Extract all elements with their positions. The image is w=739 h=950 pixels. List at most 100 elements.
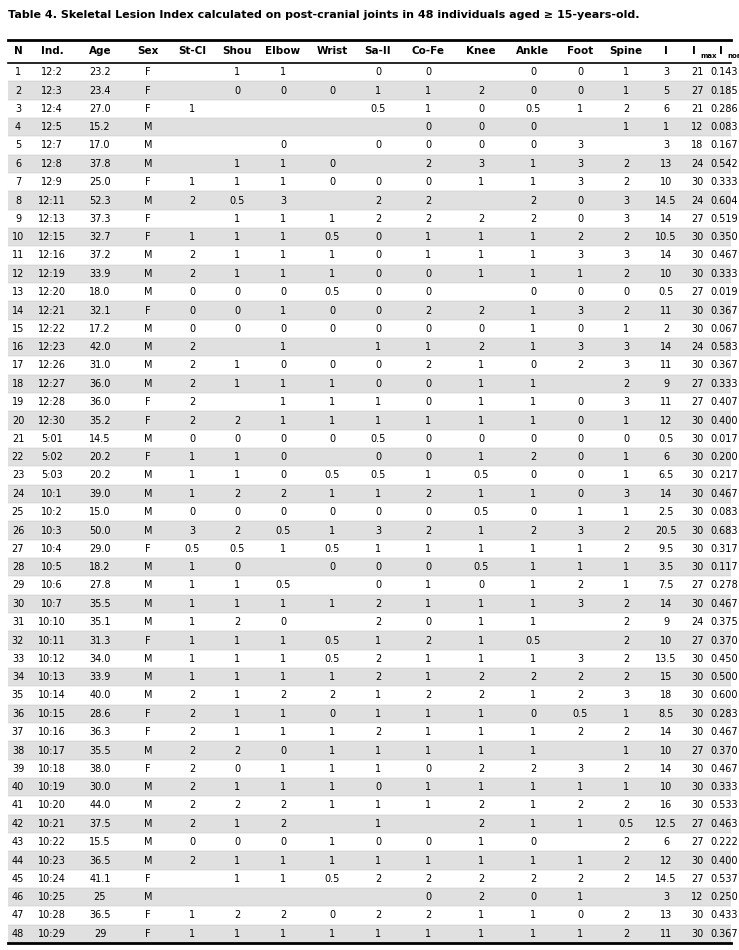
Text: 0.450: 0.450 (710, 654, 738, 664)
Text: 2: 2 (577, 360, 583, 370)
Text: 0: 0 (577, 910, 583, 921)
Text: 0: 0 (577, 489, 583, 499)
Text: 39: 39 (12, 764, 24, 774)
Text: F: F (145, 910, 151, 921)
Text: 1: 1 (623, 562, 629, 572)
Text: 1: 1 (375, 489, 381, 499)
Text: 0: 0 (530, 434, 536, 444)
Text: 0.500: 0.500 (710, 673, 738, 682)
Text: 2: 2 (425, 360, 431, 370)
Text: 0.533: 0.533 (710, 801, 738, 810)
Text: 1: 1 (530, 691, 536, 700)
Text: Sa-II: Sa-II (364, 47, 392, 56)
Text: 0: 0 (530, 470, 536, 481)
Text: 2: 2 (425, 636, 431, 645)
Text: 1: 1 (530, 232, 536, 242)
Bar (8, 374, 731, 393)
Text: 0.5: 0.5 (619, 819, 633, 828)
Text: 52.3: 52.3 (89, 196, 111, 205)
Text: 2: 2 (425, 306, 431, 315)
Text: 3: 3 (623, 214, 629, 224)
Text: 1: 1 (478, 636, 484, 645)
Text: 1: 1 (189, 232, 195, 242)
Text: 1: 1 (234, 580, 240, 591)
Text: 2: 2 (623, 269, 629, 279)
Text: 12:13: 12:13 (38, 214, 66, 224)
Text: 1: 1 (234, 929, 240, 939)
Text: F: F (145, 214, 151, 224)
Text: Co-Fe: Co-Fe (412, 47, 444, 56)
Text: 0: 0 (577, 452, 583, 462)
Text: 12: 12 (691, 892, 704, 902)
Text: 2: 2 (623, 910, 629, 921)
Text: 15: 15 (12, 324, 24, 333)
Text: 0.463: 0.463 (710, 819, 738, 828)
Text: 2: 2 (623, 874, 629, 884)
Text: 1: 1 (189, 910, 195, 921)
Text: 0.250: 0.250 (710, 892, 738, 902)
Text: 3: 3 (577, 654, 583, 664)
Text: 18.0: 18.0 (89, 287, 111, 297)
Text: M: M (144, 856, 152, 865)
Text: 0: 0 (375, 67, 381, 77)
Text: 29: 29 (12, 580, 24, 591)
Text: 1: 1 (280, 874, 286, 884)
Text: F: F (145, 232, 151, 242)
Text: 6: 6 (663, 104, 669, 114)
Text: 30: 30 (691, 910, 703, 921)
Text: 1: 1 (234, 874, 240, 884)
Text: F: F (145, 306, 151, 315)
Text: 14.5: 14.5 (655, 874, 677, 884)
Text: M: M (144, 525, 152, 536)
Text: 0: 0 (280, 324, 286, 333)
Text: 6.5: 6.5 (658, 470, 674, 481)
Text: 0: 0 (577, 324, 583, 333)
Text: Spine: Spine (610, 47, 643, 56)
Text: 1: 1 (329, 379, 335, 389)
Text: 1: 1 (329, 746, 335, 755)
Text: 27: 27 (691, 874, 704, 884)
Text: 35: 35 (12, 691, 24, 700)
Text: 0.5: 0.5 (324, 470, 340, 481)
Text: 1: 1 (530, 379, 536, 389)
Text: 0: 0 (375, 141, 381, 150)
Text: 0: 0 (425, 123, 431, 132)
Text: 2: 2 (478, 801, 484, 810)
Text: 12:7: 12:7 (41, 141, 63, 150)
Text: 1: 1 (375, 709, 381, 719)
Text: 10: 10 (660, 269, 672, 279)
Text: 0.375: 0.375 (710, 618, 738, 627)
Text: 2: 2 (425, 910, 431, 921)
Text: 0.370: 0.370 (710, 746, 738, 755)
Text: 18: 18 (691, 141, 703, 150)
Text: 0: 0 (375, 507, 381, 517)
Text: 1: 1 (478, 598, 484, 609)
Text: 0: 0 (189, 287, 195, 297)
Text: 10: 10 (660, 746, 672, 755)
Text: 1: 1 (623, 782, 629, 792)
Text: 0: 0 (280, 141, 286, 150)
Text: 30: 30 (691, 360, 703, 370)
Text: 1: 1 (530, 856, 536, 865)
Text: 10:15: 10:15 (38, 709, 66, 719)
Text: 27: 27 (691, 287, 704, 297)
Text: 1: 1 (280, 306, 286, 315)
Text: 1: 1 (329, 673, 335, 682)
Text: 12:4: 12:4 (41, 104, 63, 114)
Text: 0: 0 (478, 324, 484, 333)
Text: 10:5: 10:5 (41, 562, 63, 572)
Text: 2: 2 (623, 673, 629, 682)
Text: 1: 1 (530, 746, 536, 755)
Text: 0.5: 0.5 (324, 654, 340, 664)
Text: F: F (145, 67, 151, 77)
Bar (8, 522, 731, 540)
Text: 2: 2 (623, 929, 629, 939)
Text: 3: 3 (623, 251, 629, 260)
Text: 2: 2 (623, 543, 629, 554)
Text: 0.5: 0.5 (229, 543, 245, 554)
Text: 1: 1 (234, 159, 240, 169)
Text: 1: 1 (577, 562, 583, 572)
Text: 2: 2 (623, 306, 629, 315)
Text: 1: 1 (623, 67, 629, 77)
Text: M: M (144, 123, 152, 132)
